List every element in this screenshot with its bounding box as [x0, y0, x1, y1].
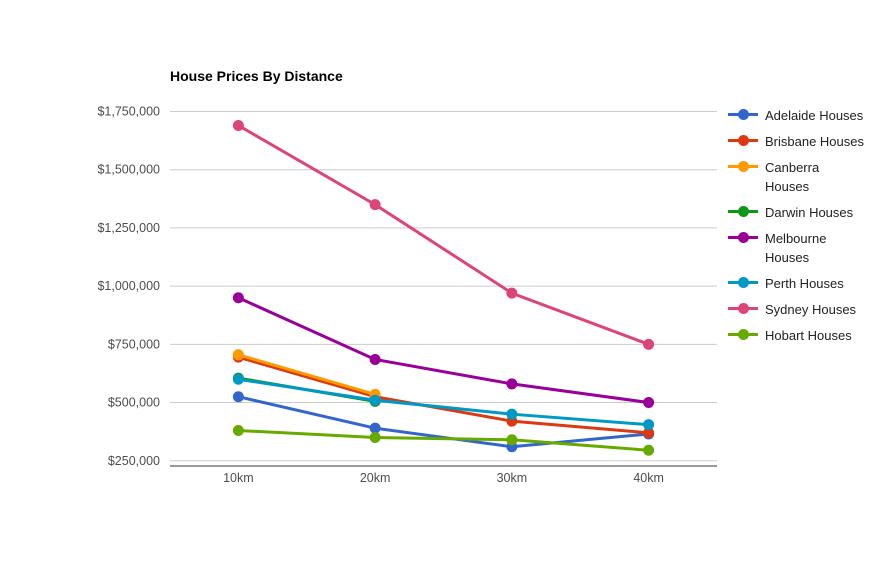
y-tick-label: $1,000,000 [97, 279, 160, 293]
x-tick-label: 30km [497, 471, 528, 485]
x-tick-label: 40km [633, 471, 664, 485]
series-line-sydney-houses [237, 124, 650, 346]
series-line-canberra-houses [237, 353, 376, 396]
legend-item-label: Hobart Houses [765, 328, 852, 343]
data-point-adelaide-houses-10km[interactable] [232, 391, 244, 403]
x-tick-label: 20km [360, 471, 391, 485]
legend-dot-icon [738, 161, 749, 172]
y-tick-label: $1,750,000 [97, 105, 160, 119]
legend-item-hobart-houses: Hobart Houses [728, 326, 886, 345]
legend-item-label: Canberra Houses [765, 160, 820, 194]
data-point-sydney-houses-20km[interactable] [369, 199, 381, 211]
legend-series-marker-icon [728, 300, 758, 316]
x-tick-label: 10km [223, 471, 254, 485]
legend-dot-icon [738, 135, 749, 146]
legend-dot-icon [738, 109, 749, 120]
series-line-perth-houses [238, 377, 649, 427]
legend-dot-icon [738, 232, 749, 243]
data-point-sydney-houses-10km[interactable] [232, 119, 244, 131]
y-tick-label: $1,500,000 [97, 163, 160, 177]
legend-item-darwin-houses: Darwin Houses [728, 203, 886, 222]
data-point-adelaide-houses-20km[interactable] [369, 422, 381, 434]
legend-dot-icon [738, 329, 749, 340]
legend-item-brisbane-houses: Brisbane Houses [728, 132, 886, 151]
legend-item-label: Adelaide Houses [765, 108, 864, 123]
data-point-hobart-houses-20km[interactable] [369, 431, 381, 443]
y-tick-label: $1,250,000 [97, 221, 160, 235]
series-line-hobart-houses [238, 428, 649, 452]
chart-title: House Prices By Distance [170, 68, 343, 84]
legend-item-label: Melbourne Houses [765, 231, 827, 265]
legend-series-marker-icon [728, 203, 758, 219]
y-tick-label: $250,000 [108, 454, 160, 468]
legend-item-label: Brisbane Houses [765, 134, 864, 149]
chart-legend: Adelaide Houses Brisbane Houses Canberra Ho… [728, 106, 886, 345]
legend-dot-icon [738, 277, 749, 288]
legend-series-marker-icon [728, 274, 758, 290]
data-point-hobart-houses-40km[interactable] [643, 444, 655, 456]
data-point-sydney-houses-40km[interactable] [643, 338, 655, 350]
y-tick-label: $750,000 [108, 337, 160, 351]
legend-item-adelaide-houses: Adelaide Houses [728, 106, 886, 125]
legend-item-canberra-houses: Canberra Houses [728, 158, 886, 196]
data-point-hobart-houses-30km[interactable] [506, 434, 518, 446]
data-point-melbourne-houses-30km[interactable] [506, 378, 518, 390]
legend-series-marker-icon [728, 326, 758, 342]
legend-dot-icon [738, 303, 749, 314]
series-line-melbourne-houses [237, 296, 649, 405]
legend-item-label: Perth Houses [765, 276, 844, 291]
legend-item-melbourne-houses: Melbourne Houses [728, 229, 886, 267]
legend-item-label: Sydney Houses [765, 302, 857, 317]
data-point-sydney-houses-30km[interactable] [506, 287, 518, 299]
legend-dot-icon [738, 206, 749, 217]
data-point-melbourne-houses-10km[interactable] [232, 292, 244, 304]
legend-item-label: Darwin Houses [765, 205, 854, 220]
data-point-melbourne-houses-40km[interactable] [643, 397, 655, 409]
legend-series-marker-icon [728, 132, 758, 148]
data-point-perth-houses-20km[interactable] [369, 394, 381, 406]
data-point-perth-houses-30km[interactable] [506, 408, 518, 420]
data-point-perth-houses-40km[interactable] [643, 419, 655, 431]
data-point-canberra-houses-10km[interactable] [232, 349, 244, 361]
data-point-melbourne-houses-20km[interactable] [369, 353, 381, 365]
legend-item-sydney-houses: Sydney Houses [728, 300, 886, 319]
series-line-brisbane-houses [237, 355, 649, 435]
data-point-brisbane-houses-40km[interactable] [643, 427, 655, 439]
y-tick-label: $500,000 [108, 396, 160, 410]
legend-item-perth-houses: Perth Houses [728, 274, 886, 293]
legend-series-marker-icon [728, 106, 758, 122]
legend-series-marker-icon [728, 229, 758, 245]
legend-series-marker-icon [728, 158, 758, 174]
data-point-hobart-houses-10km[interactable] [232, 424, 244, 436]
data-point-perth-houses-10km[interactable] [232, 373, 244, 385]
